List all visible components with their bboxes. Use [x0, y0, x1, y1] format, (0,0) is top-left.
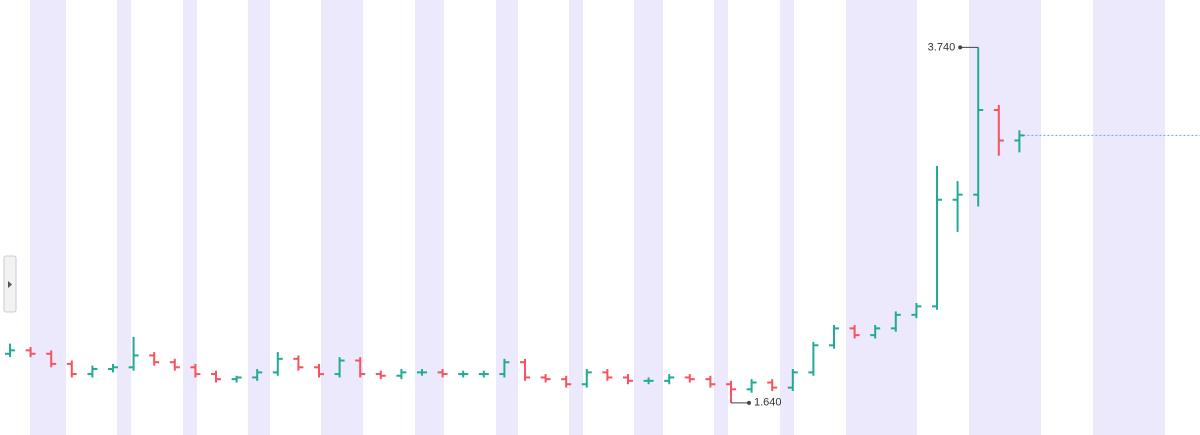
annotation-point — [958, 45, 963, 50]
annotation-label: 1.640 — [754, 397, 782, 409]
annotation-point — [747, 400, 751, 405]
annotation-label: 3.740 — [928, 41, 956, 53]
side-handle[interactable] — [3, 255, 17, 313]
session-bands — [30, 0, 1165, 435]
